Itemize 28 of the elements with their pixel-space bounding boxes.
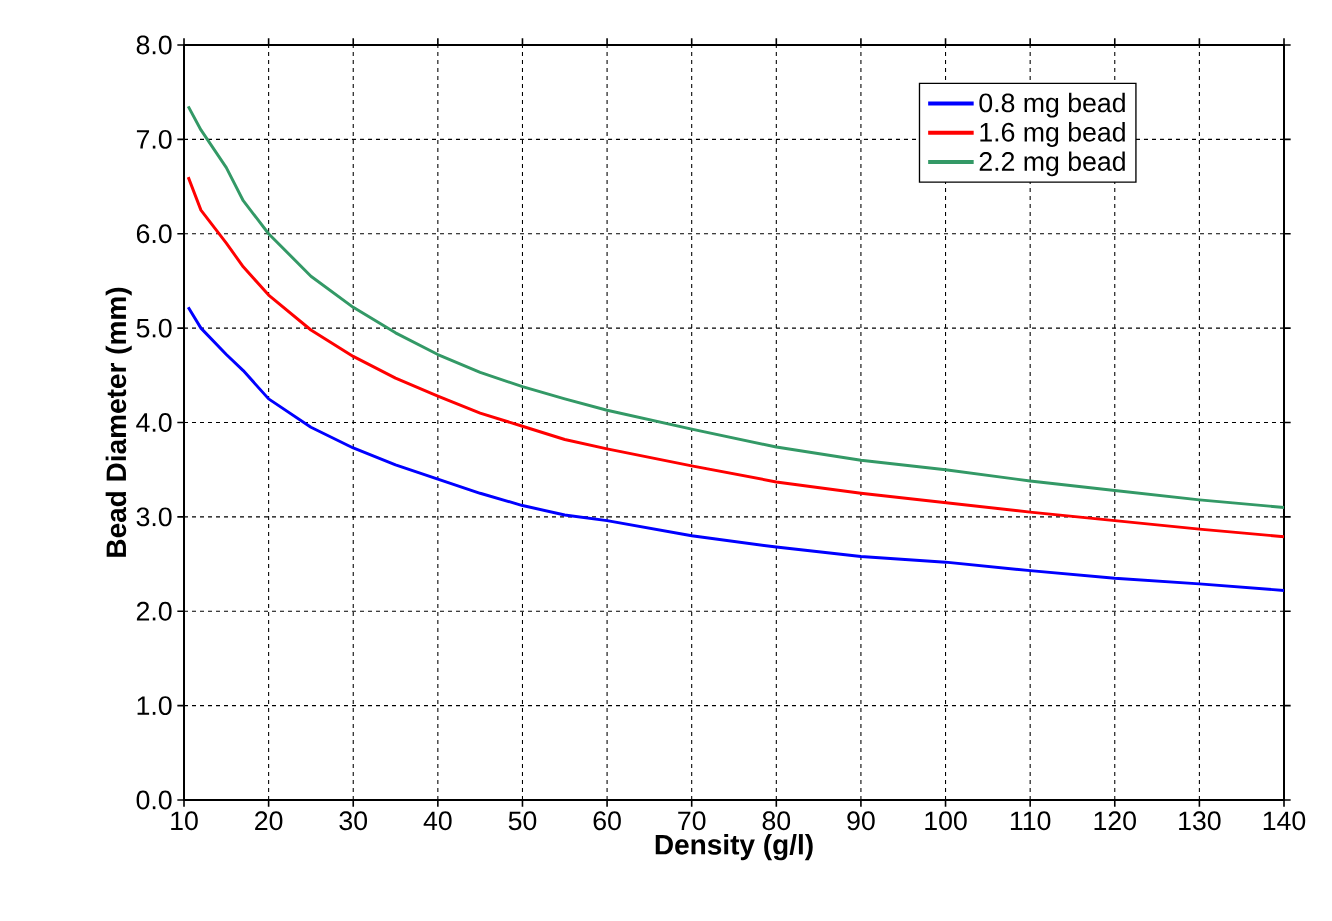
y-tick-label: 3.0	[136, 507, 172, 527]
x-tick-label: 120	[1094, 811, 1136, 831]
x-tick-label: 130	[1179, 811, 1221, 831]
y-tick-label: 8.0	[136, 35, 172, 55]
y-axis-title: Bead Diameter (mm)	[105, 287, 132, 557]
x-tick-label: 30	[339, 811, 368, 831]
x-tick-label: 80	[762, 811, 791, 831]
x-tick-label: 140	[1263, 811, 1306, 831]
y-tick-label: 0.0	[136, 790, 172, 810]
x-tick-label: 90	[847, 811, 875, 831]
y-tick-label: 7.0	[136, 129, 172, 149]
x-tick-label: 40	[423, 811, 452, 831]
y-tick-label: 5.0	[136, 318, 172, 338]
x-tick-label: 70	[678, 811, 706, 831]
x-tick-label: 50	[508, 811, 537, 831]
legend-label: 2.2 mg bead	[979, 151, 1125, 177]
x-tick-label: 20	[255, 811, 283, 831]
legend-label: 1.6 mg bead	[980, 122, 1125, 147]
y-tick-label: 1.0	[137, 696, 172, 716]
y-tick-label: 4.0	[136, 413, 172, 432]
x-tick-label: 60	[593, 811, 621, 831]
y-tick-label: 2.0	[136, 601, 172, 621]
x-axis-title: Density (g/l)	[655, 834, 813, 861]
x-tick-label: 100	[925, 811, 967, 831]
y-tick-label: 6.0	[136, 224, 172, 244]
legend-label: 0.8 mg bead	[979, 92, 1125, 118]
x-tick-label: 10	[171, 811, 198, 831]
x-tick-label: 110	[1010, 811, 1051, 831]
